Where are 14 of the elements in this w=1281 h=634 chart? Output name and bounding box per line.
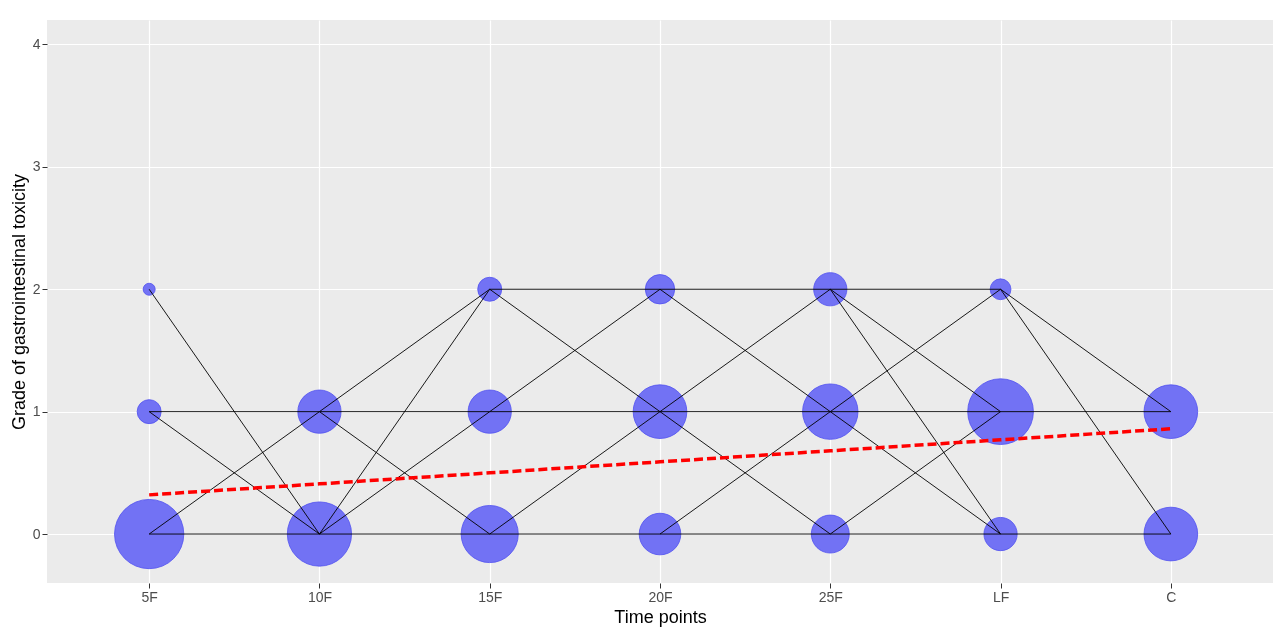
- y-tick-label: 1: [32, 403, 41, 420]
- x-tick-label: LF: [992, 588, 1010, 605]
- y-tick-label: 4: [32, 35, 41, 52]
- x-tick-label: 10F: [307, 588, 333, 605]
- x-axis-title: Time points: [614, 606, 707, 627]
- x-tick-label: 15F: [478, 588, 503, 605]
- y-tick-label: 3: [32, 158, 41, 175]
- x-tick-label: 25F: [818, 588, 843, 605]
- y-tick-label: 0: [32, 525, 41, 542]
- x-tick-label: 5F: [141, 588, 158, 605]
- y-tick-label: 2: [32, 280, 41, 297]
- x-tick-label: 20F: [648, 588, 673, 605]
- y-axis-title: Grade of gastrointestinal toxicity: [8, 173, 29, 431]
- x-tick-label: C: [1166, 588, 1177, 605]
